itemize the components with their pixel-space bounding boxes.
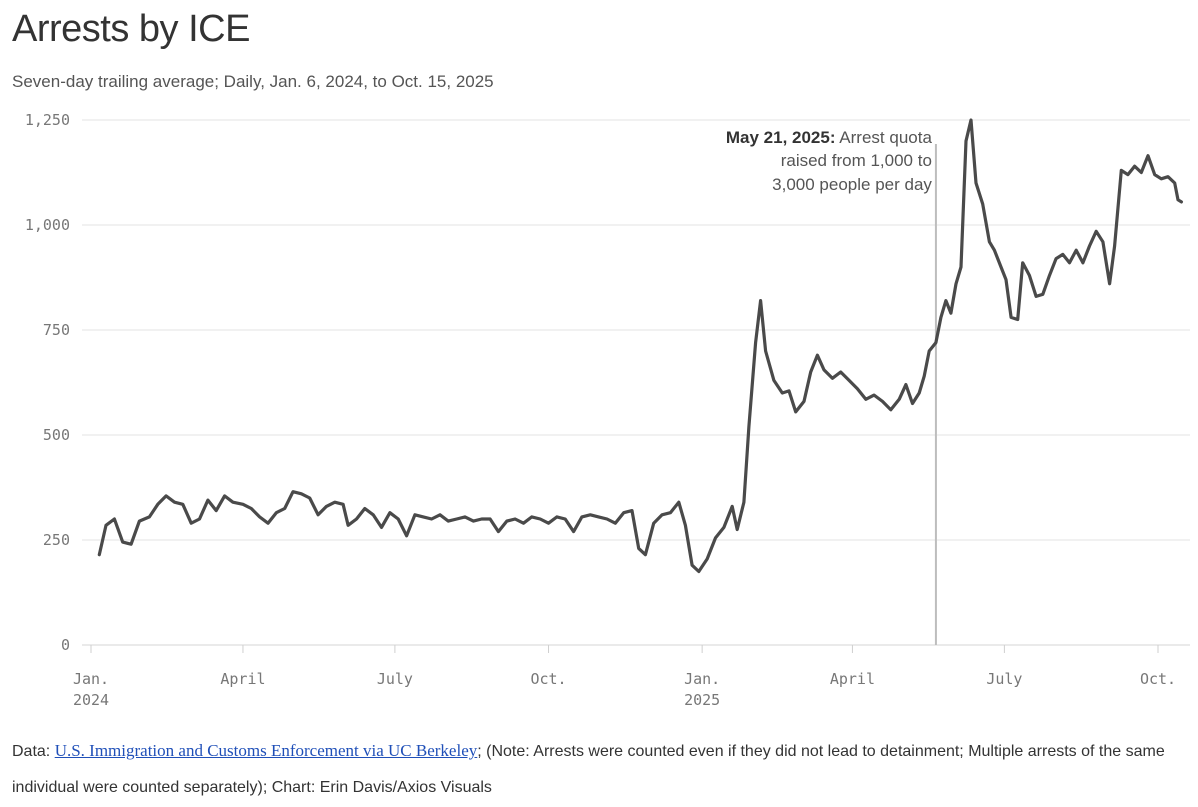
x-tick-label: July: [377, 670, 413, 688]
x-tick-label: April: [830, 670, 875, 688]
y-tick-label: 0: [61, 636, 70, 654]
annotation-line-2: raised from 1,000 to: [781, 151, 932, 170]
source-link[interactable]: U.S. Immigration and Customs Enforcement…: [54, 741, 478, 760]
gridlines: [82, 119, 1190, 646]
y-tick-label: 500: [43, 426, 70, 444]
x-tick-sublabel: 2025: [684, 691, 720, 709]
annotation-date: May 21, 2025:: [726, 128, 836, 147]
series-line-arrests: [97, 118, 1183, 574]
x-tick-label: Oct.: [1140, 670, 1176, 688]
chart-title: Arrests by ICE: [12, 8, 250, 50]
y-tick-label: 250: [43, 531, 70, 549]
x-tick-label: Oct.: [530, 670, 566, 688]
annotation-text: Arrest quota: [836, 128, 933, 147]
chart-footer: Data: U.S. Immigration and Customs Enfor…: [12, 733, 1188, 806]
footer-note: ; (Note: Arrests were counted even if th…: [12, 743, 1165, 796]
y-axis-ticks: 0 250 500 750 1,000 1,250: [25, 111, 70, 654]
x-tick-label: July: [986, 670, 1022, 688]
x-tick-label: Jan.: [73, 670, 109, 688]
y-tick-label: 1,000: [25, 216, 70, 234]
x-axis-ticks: Jan. 2024 April July Oct. Jan. 2025 April July Oc…: [73, 645, 1176, 709]
annotation: May 21, 2025: Arrest quota raised from 1,…: [726, 128, 937, 645]
x-tick-label: April: [220, 670, 265, 688]
x-tick-label: Jan.: [684, 670, 720, 688]
annotation-line-1: May 21, 2025: Arrest quota: [726, 128, 933, 147]
line-chart: 0 250 500 750 1,000 1,250 Jan. 2024 April July Oc…: [25, 111, 1190, 709]
y-tick-label: 750: [43, 321, 70, 339]
y-tick-label: 1,250: [25, 111, 70, 129]
footer-data-label: Data:: [12, 743, 55, 760]
annotation-line-3: 3,000 people per day: [772, 175, 932, 194]
x-tick-sublabel: 2024: [73, 691, 109, 709]
chart-subtitle: Seven-day trailing average; Daily, Jan. …: [12, 72, 494, 91]
series: [97, 118, 1183, 574]
